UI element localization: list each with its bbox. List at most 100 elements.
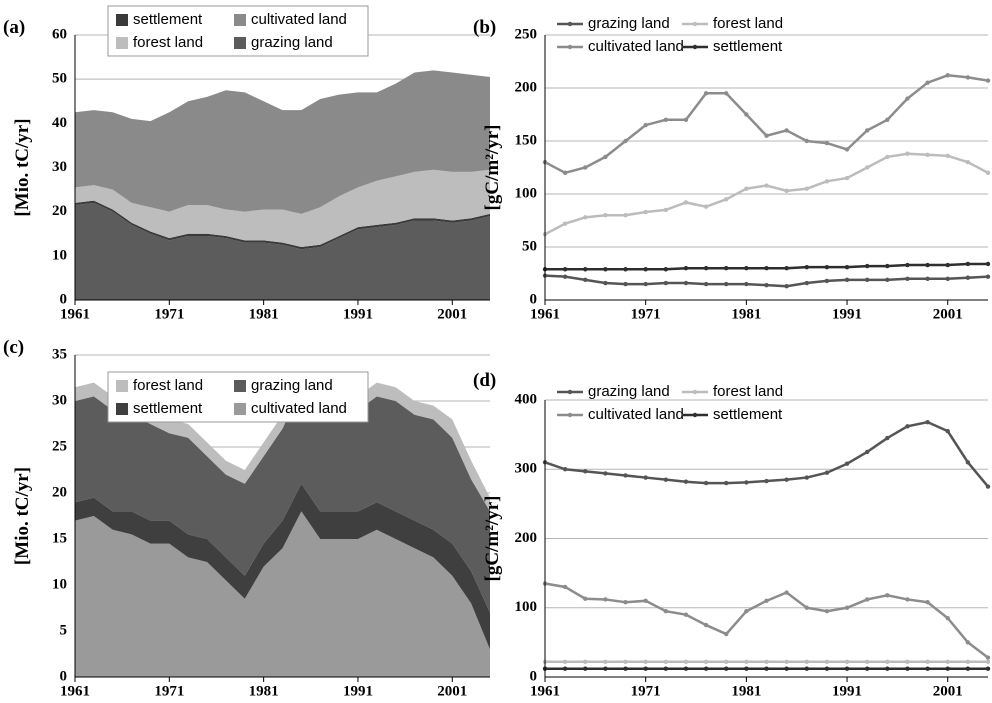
point: [562, 274, 568, 279]
point: [623, 281, 628, 287]
point: [905, 666, 910, 671]
point: [905, 96, 910, 101]
legend-label: grazing land: [251, 34, 333, 51]
panel-label: (b): [473, 17, 496, 38]
point: [562, 221, 568, 226]
point: [905, 262, 910, 268]
point: [583, 469, 588, 474]
point: [764, 282, 769, 288]
legend-marker: [567, 21, 573, 27]
point: [784, 284, 789, 289]
point: [603, 280, 608, 286]
legend-marker: [692, 21, 698, 27]
point: [603, 659, 608, 664]
point: [603, 666, 608, 671]
point: [623, 659, 628, 664]
legend-label: cultivated land: [588, 38, 684, 55]
x-tick-label: 1981: [249, 683, 279, 699]
legend-marker: [692, 44, 698, 50]
point: [562, 267, 568, 272]
panel: 0 10 20 30 40 50 60 1961 1971 1981 1991 2001 (a) [Mio…: [3, 5, 490, 322]
point: [562, 584, 568, 590]
point: [724, 659, 729, 664]
point: [643, 666, 648, 671]
panel-label: (a): [3, 17, 25, 38]
legend-swatch: [234, 37, 246, 49]
point: [683, 479, 689, 484]
point: [985, 261, 991, 267]
x-tick-label: 1961: [60, 306, 90, 322]
y-tick-label: 5: [60, 622, 68, 638]
point: [925, 419, 930, 425]
legend-label: settlement: [133, 11, 203, 28]
x-tick-label: 1991: [343, 683, 373, 699]
y-tick-label: 0: [530, 291, 538, 307]
point: [562, 170, 568, 175]
y-tick-label: 50: [52, 71, 67, 87]
point: [724, 480, 729, 486]
point: [885, 593, 890, 598]
point: [925, 600, 930, 605]
point: [603, 267, 608, 272]
panel-label: (d): [473, 370, 496, 391]
point: [925, 262, 930, 268]
point: [583, 596, 588, 601]
y-tick-label: 15: [52, 530, 67, 546]
y-tick-label: 250: [515, 26, 538, 42]
point: [643, 598, 648, 604]
point: [663, 267, 669, 272]
point: [764, 598, 769, 604]
point: [804, 605, 809, 610]
point: [744, 112, 749, 117]
point: [703, 266, 709, 271]
legend-swatch: [116, 403, 128, 415]
x-tick-label: 1991: [832, 683, 862, 699]
point: [905, 659, 910, 664]
area: [75, 202, 490, 300]
point: [764, 266, 769, 271]
point: [724, 197, 729, 202]
panel: 0 50 100 150 200 250 1961 1971 1981 1991 2001 (b) [g…: [473, 15, 991, 322]
point: [603, 154, 608, 160]
point: [824, 659, 830, 664]
point: [583, 165, 588, 170]
point: [562, 467, 568, 472]
point: [784, 477, 789, 482]
y-axis-label: [gC/m²/yr]: [482, 496, 503, 582]
point: [764, 133, 769, 138]
panel-label: (c): [3, 337, 24, 358]
y-tick-label: 35: [52, 346, 67, 362]
legend-label: settlement: [713, 38, 783, 55]
legend-label: cultivated land: [251, 400, 347, 417]
point: [864, 165, 870, 170]
point: [784, 128, 789, 133]
point: [965, 460, 971, 465]
point: [703, 659, 709, 664]
legend-swatch: [234, 403, 246, 415]
point: [784, 659, 789, 664]
point: [885, 435, 890, 441]
point: [623, 267, 628, 272]
point: [764, 478, 769, 484]
point: [764, 666, 769, 671]
point: [583, 659, 588, 664]
line: [544, 582, 989, 659]
point: [683, 200, 689, 205]
point: [683, 280, 689, 286]
point: [562, 666, 568, 671]
point: [703, 622, 709, 628]
x-tick-label: 1961: [530, 306, 560, 322]
point: [703, 480, 709, 486]
y-tick-label: 30: [52, 392, 67, 408]
x-tick-label: 1971: [154, 306, 184, 322]
point: [965, 261, 971, 267]
area: [75, 70, 490, 214]
point: [945, 262, 950, 268]
legend-marker: [567, 44, 573, 50]
point: [623, 666, 628, 671]
point: [683, 666, 689, 671]
point: [643, 267, 648, 272]
point: [784, 266, 789, 271]
point: [663, 609, 669, 614]
point: [985, 484, 991, 489]
